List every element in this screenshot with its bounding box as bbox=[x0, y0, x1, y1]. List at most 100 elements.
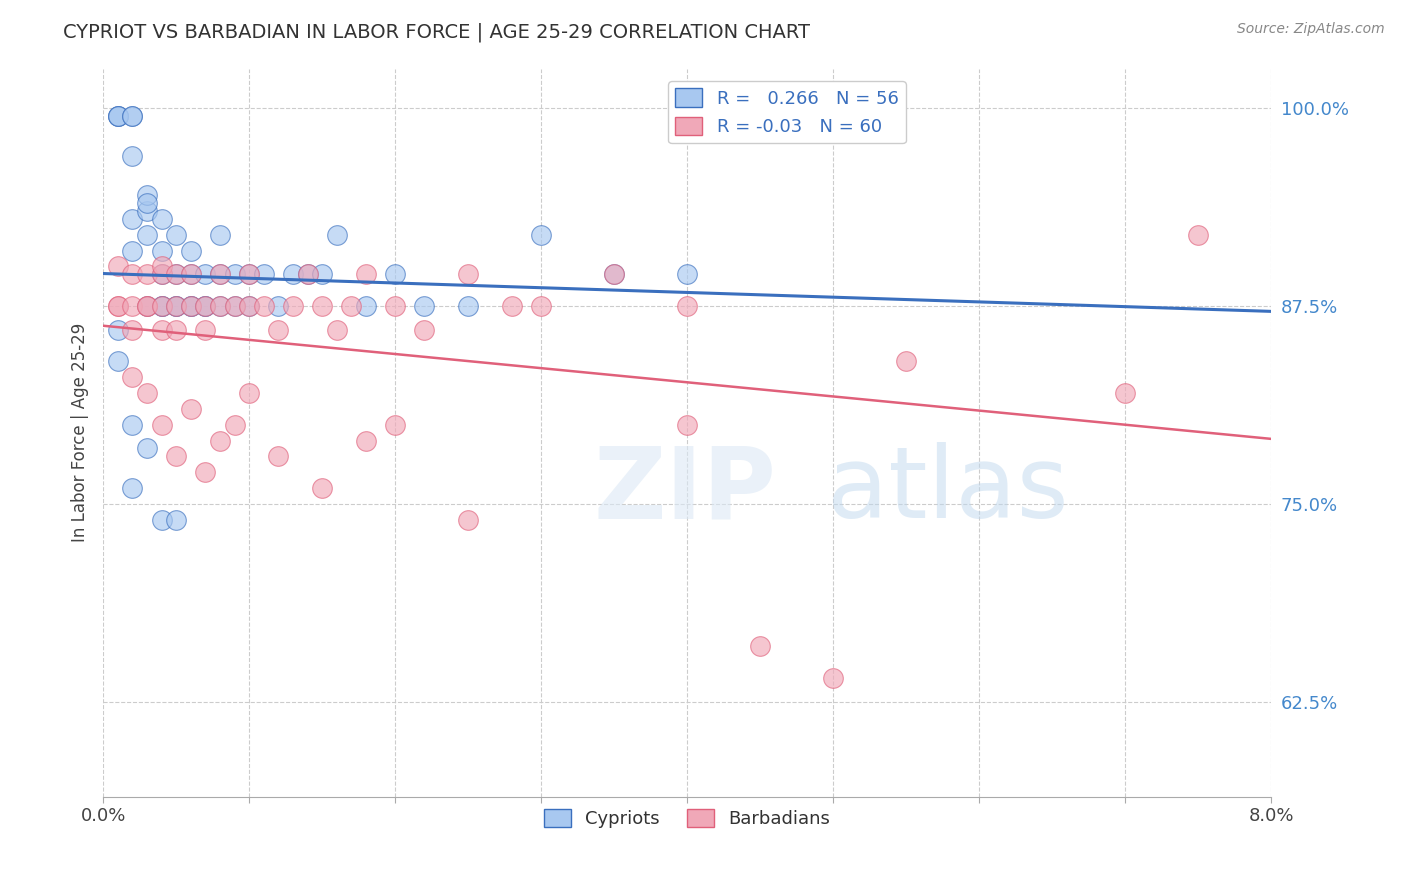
Point bbox=[165, 227, 187, 242]
Point bbox=[603, 268, 626, 282]
Point bbox=[150, 268, 173, 282]
Point bbox=[340, 299, 363, 313]
Point bbox=[165, 299, 187, 313]
Point bbox=[194, 299, 217, 313]
Point bbox=[208, 268, 231, 282]
Point bbox=[136, 268, 159, 282]
Point bbox=[107, 109, 129, 123]
Point bbox=[267, 323, 290, 337]
Point bbox=[384, 417, 406, 432]
Point bbox=[325, 323, 347, 337]
Point bbox=[208, 268, 231, 282]
Point bbox=[150, 417, 173, 432]
Point bbox=[121, 323, 143, 337]
Point bbox=[676, 299, 699, 313]
Point bbox=[180, 299, 202, 313]
Point bbox=[281, 268, 304, 282]
Point bbox=[253, 299, 276, 313]
Point bbox=[107, 260, 129, 274]
Point bbox=[413, 323, 436, 337]
Point bbox=[194, 268, 217, 282]
Point bbox=[150, 513, 173, 527]
Point bbox=[224, 299, 246, 313]
Point bbox=[384, 299, 406, 313]
Point bbox=[150, 244, 173, 258]
Point bbox=[121, 268, 143, 282]
Point bbox=[136, 204, 159, 219]
Point bbox=[194, 465, 217, 479]
Point bbox=[150, 299, 173, 313]
Point bbox=[107, 299, 129, 313]
Point bbox=[136, 442, 159, 456]
Point bbox=[180, 268, 202, 282]
Point bbox=[224, 299, 246, 313]
Point bbox=[208, 434, 231, 448]
Point bbox=[150, 260, 173, 274]
Point bbox=[136, 227, 159, 242]
Point bbox=[165, 450, 187, 464]
Point bbox=[253, 268, 276, 282]
Point bbox=[150, 211, 173, 226]
Point bbox=[238, 299, 260, 313]
Point bbox=[297, 268, 319, 282]
Point bbox=[1187, 227, 1209, 242]
Point bbox=[530, 227, 553, 242]
Point bbox=[136, 299, 159, 313]
Point bbox=[457, 268, 479, 282]
Point bbox=[107, 354, 129, 368]
Point bbox=[107, 299, 129, 313]
Point bbox=[676, 417, 699, 432]
Point bbox=[136, 299, 159, 313]
Point bbox=[121, 211, 143, 226]
Point bbox=[238, 299, 260, 313]
Point bbox=[530, 299, 553, 313]
Point bbox=[894, 354, 917, 368]
Point bbox=[165, 513, 187, 527]
Point bbox=[384, 268, 406, 282]
Point bbox=[297, 268, 319, 282]
Point bbox=[180, 244, 202, 258]
Point bbox=[165, 299, 187, 313]
Point bbox=[150, 299, 173, 313]
Text: CYPRIOT VS BARBADIAN IN LABOR FORCE | AGE 25-29 CORRELATION CHART: CYPRIOT VS BARBADIAN IN LABOR FORCE | AG… bbox=[63, 22, 810, 42]
Point bbox=[165, 268, 187, 282]
Y-axis label: In Labor Force | Age 25-29: In Labor Force | Age 25-29 bbox=[72, 323, 89, 542]
Point bbox=[121, 109, 143, 123]
Point bbox=[121, 417, 143, 432]
Point bbox=[1114, 386, 1136, 401]
Point bbox=[413, 299, 436, 313]
Point bbox=[267, 450, 290, 464]
Point bbox=[311, 299, 333, 313]
Point bbox=[121, 299, 143, 313]
Point bbox=[823, 671, 845, 685]
Point bbox=[311, 481, 333, 495]
Point bbox=[208, 299, 231, 313]
Point bbox=[749, 640, 772, 654]
Point bbox=[224, 268, 246, 282]
Point bbox=[121, 109, 143, 123]
Legend: Cypriots, Barbadians: Cypriots, Barbadians bbox=[537, 801, 838, 835]
Point bbox=[165, 268, 187, 282]
Point bbox=[238, 268, 260, 282]
Point bbox=[224, 417, 246, 432]
Point bbox=[180, 299, 202, 313]
Point bbox=[121, 481, 143, 495]
Point bbox=[150, 268, 173, 282]
Point bbox=[676, 268, 699, 282]
Point bbox=[107, 109, 129, 123]
Point bbox=[354, 268, 377, 282]
Point bbox=[354, 299, 377, 313]
Point bbox=[150, 323, 173, 337]
Point bbox=[238, 268, 260, 282]
Point bbox=[281, 299, 304, 313]
Point bbox=[457, 299, 479, 313]
Point bbox=[267, 299, 290, 313]
Point bbox=[501, 299, 523, 313]
Point bbox=[107, 109, 129, 123]
Point bbox=[194, 299, 217, 313]
Point bbox=[603, 268, 626, 282]
Point bbox=[136, 188, 159, 202]
Point bbox=[121, 148, 143, 162]
Point bbox=[121, 244, 143, 258]
Point bbox=[194, 299, 217, 313]
